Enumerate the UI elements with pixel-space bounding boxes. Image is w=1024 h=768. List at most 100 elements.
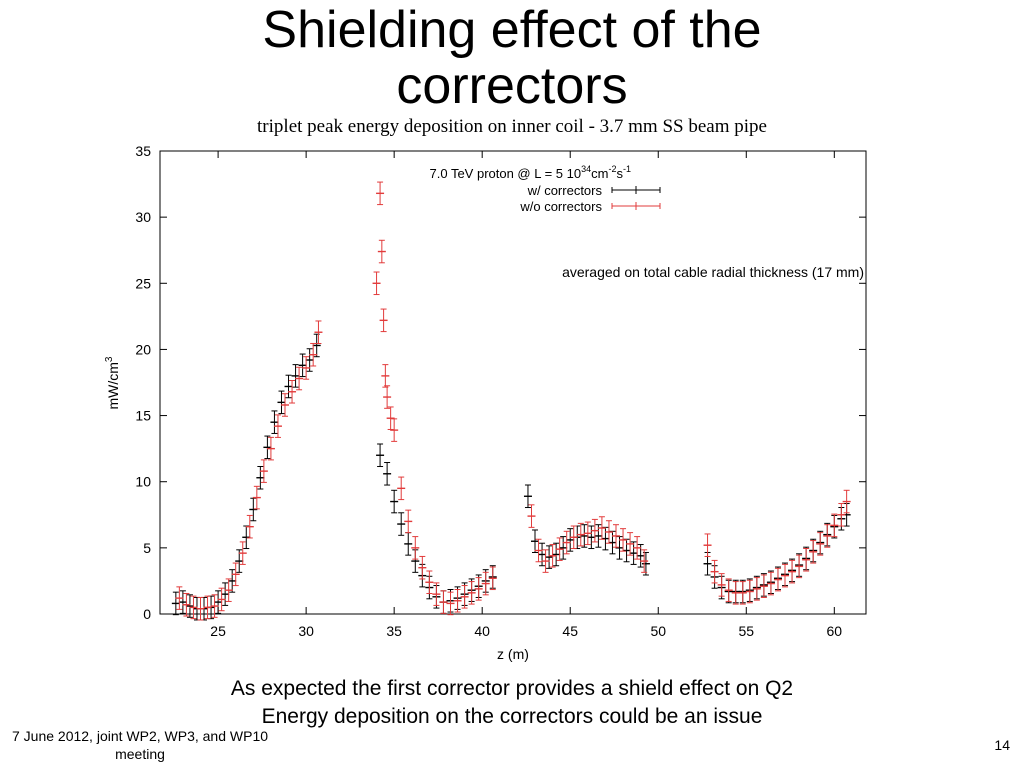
data-point [266, 436, 275, 461]
data-point [386, 406, 395, 430]
data-point [611, 524, 620, 548]
data-point [228, 569, 237, 593]
data-point [622, 538, 631, 563]
data-point [703, 533, 712, 557]
data-point [731, 581, 740, 605]
legend-label-suffix: s [596, 199, 603, 214]
x-tick-label: 55 [738, 623, 754, 639]
data-point [446, 591, 455, 616]
data-point [633, 536, 642, 560]
series-with-correctors [171, 333, 851, 621]
data-point [745, 579, 754, 604]
x-axis-label: z (m) [497, 646, 529, 662]
y-tick-label: 10 [135, 474, 151, 490]
data-point [773, 567, 782, 592]
data-point [377, 239, 386, 264]
data-point [580, 524, 589, 548]
x-tick-label: 25 [210, 623, 226, 639]
data-point [724, 578, 733, 602]
data-point [555, 537, 564, 561]
data-point [439, 590, 448, 614]
data-point [576, 522, 585, 547]
data-point [453, 589, 462, 613]
data-point [710, 559, 719, 584]
data-point [545, 545, 554, 569]
data-point [425, 570, 434, 595]
data-point [295, 366, 304, 391]
y-tick-label: 20 [135, 341, 151, 357]
data-point [604, 520, 613, 544]
data-point [277, 390, 286, 415]
data-point [221, 582, 230, 606]
data-point [231, 562, 240, 587]
legend-header: 7.0 TeV proton @ L = 5 1034cm-2s-1 [430, 164, 632, 181]
data-point [601, 526, 610, 551]
data-point [619, 528, 628, 552]
bullet-shield-effect: As expected the first corrector provides… [230, 677, 794, 700]
data-point [238, 541, 247, 565]
data-point [788, 559, 797, 584]
series-without-correctors [175, 181, 851, 621]
data-point [534, 538, 543, 563]
data-point [252, 485, 261, 510]
data-point [527, 504, 536, 528]
footer-line-1: 7 June 2012, joint WP2, WP3, and WP10 [11, 728, 269, 744]
data-point [379, 308, 388, 333]
data-point [587, 525, 596, 550]
x-tick-label: 40 [474, 623, 490, 639]
data-point [626, 532, 635, 556]
data-point [281, 393, 290, 417]
legend-header-part: -2 [608, 164, 616, 174]
x-tick-label: 60 [827, 623, 843, 639]
data-point [795, 554, 804, 579]
data-point [178, 590, 187, 614]
y-tick-label: 15 [135, 408, 151, 424]
data-point [559, 536, 568, 560]
data-point [538, 542, 547, 567]
data-point [467, 581, 476, 605]
data-point [566, 528, 575, 552]
data-point [531, 529, 540, 554]
y-tick-label: 25 [135, 275, 151, 291]
data-point [738, 581, 747, 605]
data-point [383, 462, 392, 486]
data-point [259, 459, 268, 483]
data-point [270, 410, 279, 434]
data-point [717, 573, 726, 597]
data-point [312, 333, 321, 358]
data-point [175, 586, 184, 610]
data-point [809, 540, 818, 564]
data-point [397, 476, 406, 501]
slide-title-line2: correctors [396, 57, 628, 115]
data-point [823, 524, 832, 548]
data-point [381, 364, 390, 388]
data-point [418, 555, 427, 580]
data-point [474, 577, 483, 601]
legend-header-part: cm [591, 166, 608, 181]
page-number: 14 [994, 737, 1010, 753]
data-point [291, 364, 300, 388]
data-point [759, 574, 768, 598]
data-point [842, 489, 851, 514]
data-point [171, 591, 180, 616]
x-tick-label: 45 [562, 623, 578, 639]
x-tick-label: 50 [650, 623, 666, 639]
y-axis-label-text: mW/cm [105, 362, 121, 409]
data-point [460, 585, 469, 609]
data-point [397, 512, 406, 536]
data-point [182, 592, 191, 617]
data-point [217, 587, 226, 612]
legend-label-name: w/ correctors [527, 183, 603, 198]
data-point [432, 582, 441, 606]
y-axis-label: mW/cm3 [104, 356, 121, 409]
data-point [411, 536, 420, 560]
data-point [376, 443, 385, 468]
data-point [245, 514, 254, 539]
data-point [802, 548, 811, 572]
data-point [562, 530, 571, 555]
y-tick-label: 0 [143, 606, 151, 622]
data-point [372, 271, 381, 296]
y-tick-label: 35 [135, 143, 151, 159]
data-point [640, 549, 649, 573]
y-axis-label-superscript: 3 [104, 356, 115, 362]
